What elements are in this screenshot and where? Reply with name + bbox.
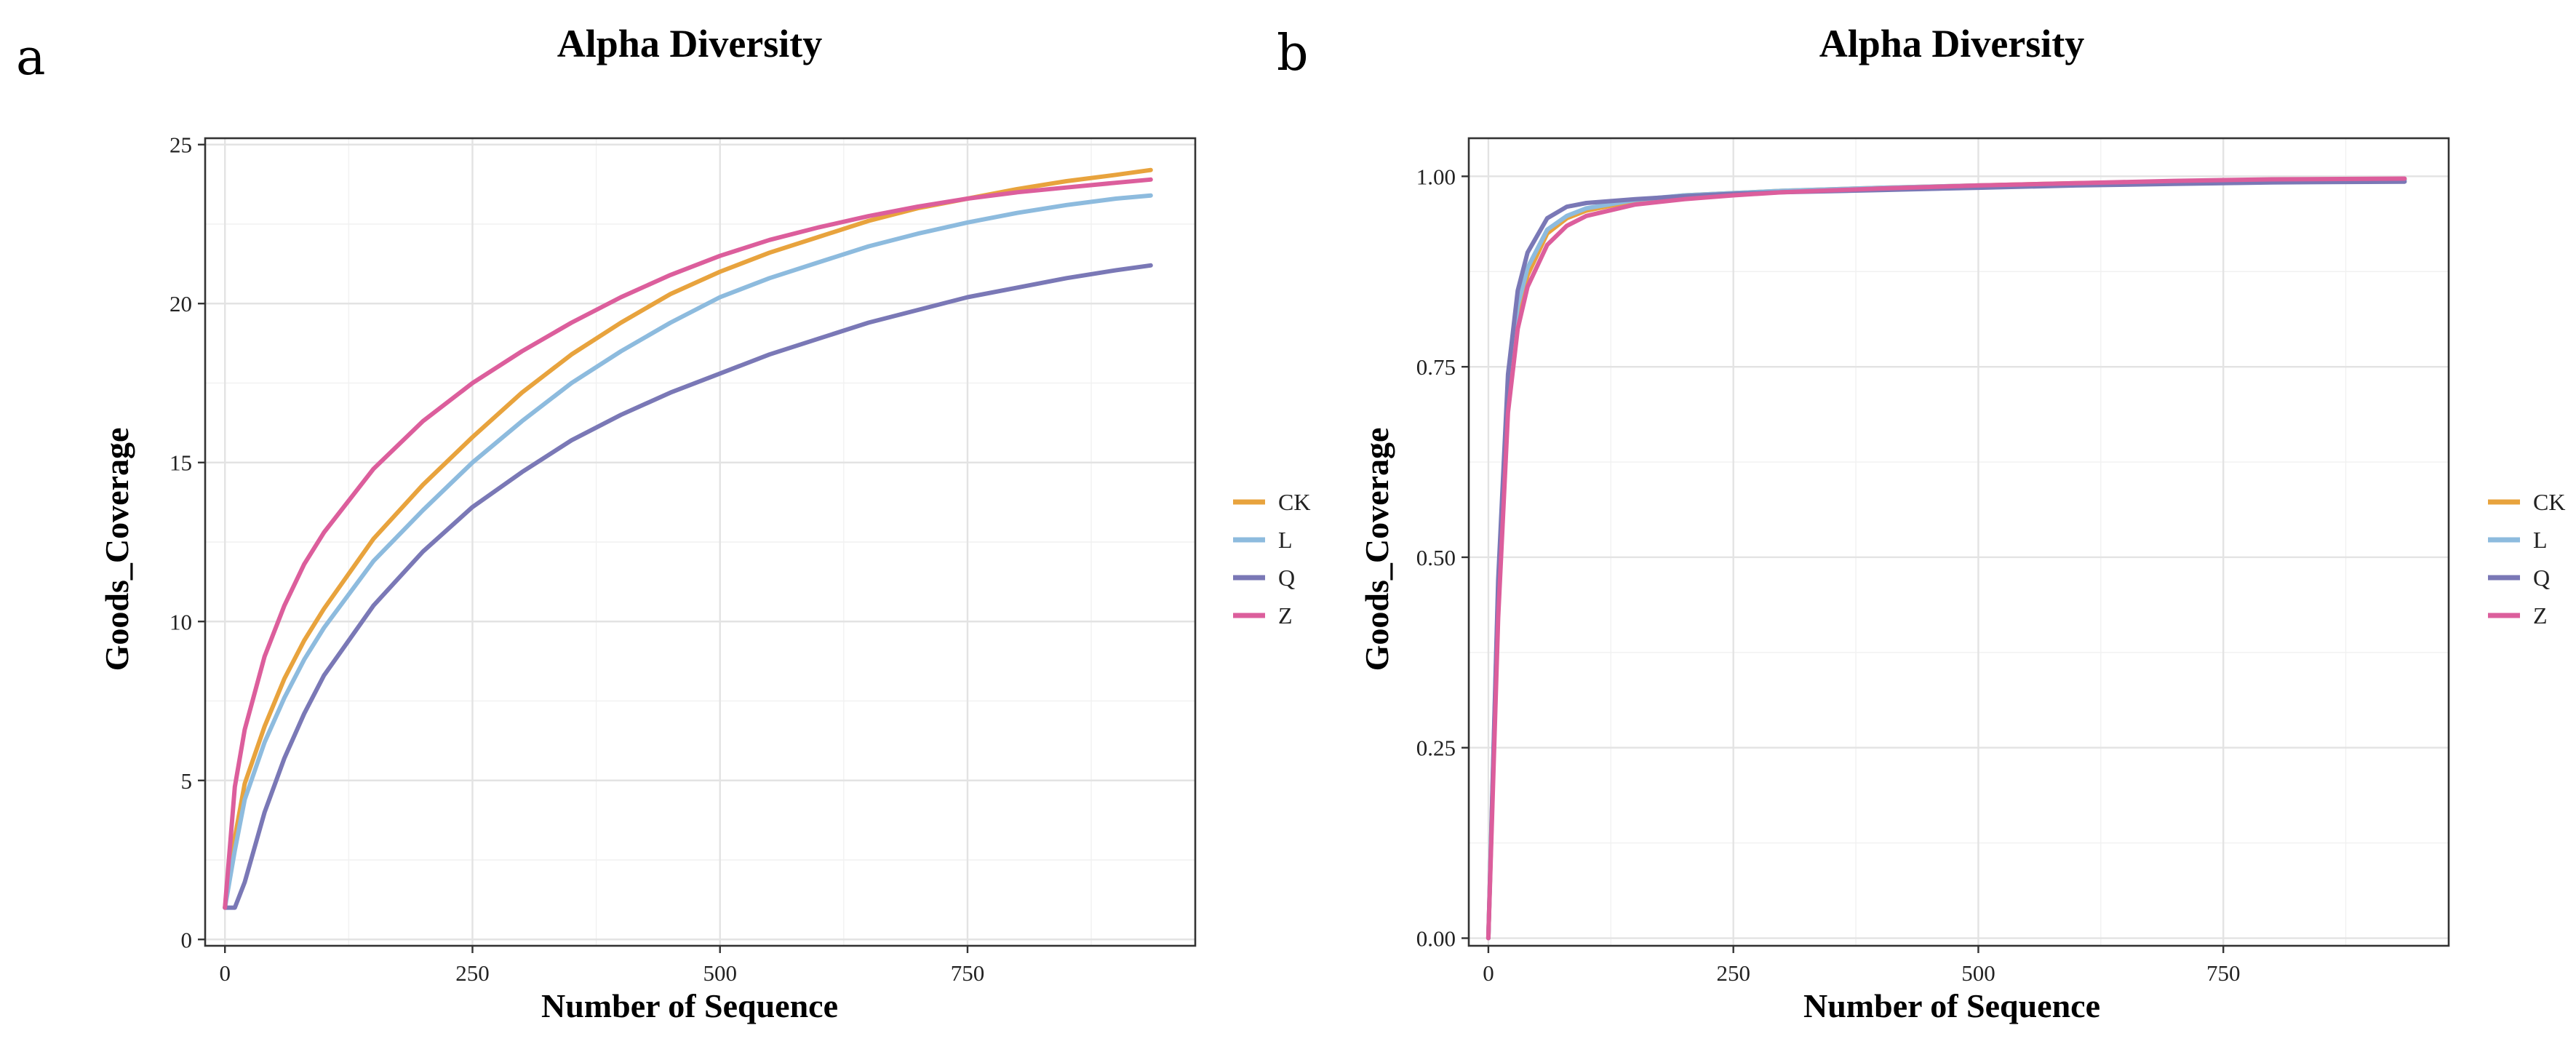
panel-b-legend-label-q: Q (2533, 565, 2550, 591)
panel-a-y-tick-label: 25 (170, 132, 192, 158)
panel-a-x-tick-label: 250 (455, 960, 490, 986)
panel-a-x-tick-label: 0 (219, 960, 231, 986)
panel-a-y-tick-label: 15 (170, 450, 192, 476)
panel-a-x-tick-label: 750 (951, 960, 985, 986)
panel-a-y-tick-label: 0 (181, 927, 193, 952)
panel-b-series-l (1486, 178, 2407, 941)
panel-b-ylabel: Goods_Coverage (1358, 428, 1395, 672)
panel-a-legend-label-z: Z (1278, 602, 1293, 629)
panel-a-x-tick-label: 500 (703, 960, 737, 986)
panel-a-legend-label-l: L (1278, 527, 1293, 553)
panel-b-y-tick-label: 1.00 (1416, 164, 1456, 189)
panel-b-title: Alpha Diversity (1819, 22, 2085, 65)
panel-b-x-tick-label: 750 (2206, 960, 2241, 986)
panel-b-y-tick-label: 0.00 (1416, 926, 1456, 952)
panel-a-plot-frame (204, 137, 1197, 947)
panel-b-plot: 0 250 500 750 0.00 0.25 0.50 0.75 1.00 (1416, 137, 2450, 986)
panel-b-legend-label-z: Z (2533, 602, 2548, 629)
panel-a-xlabel: Number of Sequence (541, 987, 838, 1024)
panel-b-legend-label-l: L (2533, 527, 2548, 553)
panel-a-letter: a (16, 29, 46, 87)
panel-b-series-ck (1486, 177, 2407, 941)
panel-a-series-ck (223, 167, 1153, 910)
panel-a-y-tick-label: 20 (170, 291, 192, 316)
panel-a-legend: CK LQZ (1233, 489, 1310, 629)
panel-a-series-z (223, 177, 1153, 910)
panel-b: b Alpha Diversity 0 250 500 750 0.00 0.25 0.50… (1277, 22, 2565, 1024)
panel-b-y-tick-label: 0.75 (1416, 354, 1456, 380)
panel-b-series-z (1486, 176, 2407, 941)
panel-b-x-tick-label: 250 (1716, 960, 1750, 986)
panel-b-letter: b (1277, 25, 1309, 82)
panel-a: a Alpha Diversity 0 250 500 750 0 5 10 15 20 25 N… (16, 22, 1310, 1024)
panel-a-series-q (223, 263, 1153, 910)
panel-a-series-l (223, 193, 1153, 910)
panel-b-legend: CK LQZ (2488, 489, 2565, 629)
panel-b-y-tick-label: 0.25 (1416, 736, 1456, 761)
panel-b-plot-frame (1467, 137, 2450, 947)
panel-b-series-q (1486, 179, 2407, 941)
panel-a-y-tick-label: 10 (170, 609, 192, 634)
panel-a-y-tick-label: 5 (181, 768, 193, 794)
panel-b-y-tick-label: 0.50 (1416, 545, 1456, 570)
panel-b-legend-label-ck: CK (2533, 489, 2565, 515)
panel-b-x-tick-label: 500 (1961, 960, 1995, 986)
panel-a-title: Alpha Diversity (557, 22, 823, 65)
panel-a-legend-label-ck: CK (1278, 489, 1310, 515)
panel-a-plot: 0 250 500 750 0 5 10 15 20 25 (170, 132, 1197, 986)
panel-a-ylabel: Goods_Coverage (98, 428, 135, 672)
panel-b-xlabel: Number of Sequence (1803, 987, 2100, 1024)
panel-a-legend-label-q: Q (1278, 565, 1295, 591)
panel-b-x-tick-label: 0 (1483, 960, 1494, 986)
